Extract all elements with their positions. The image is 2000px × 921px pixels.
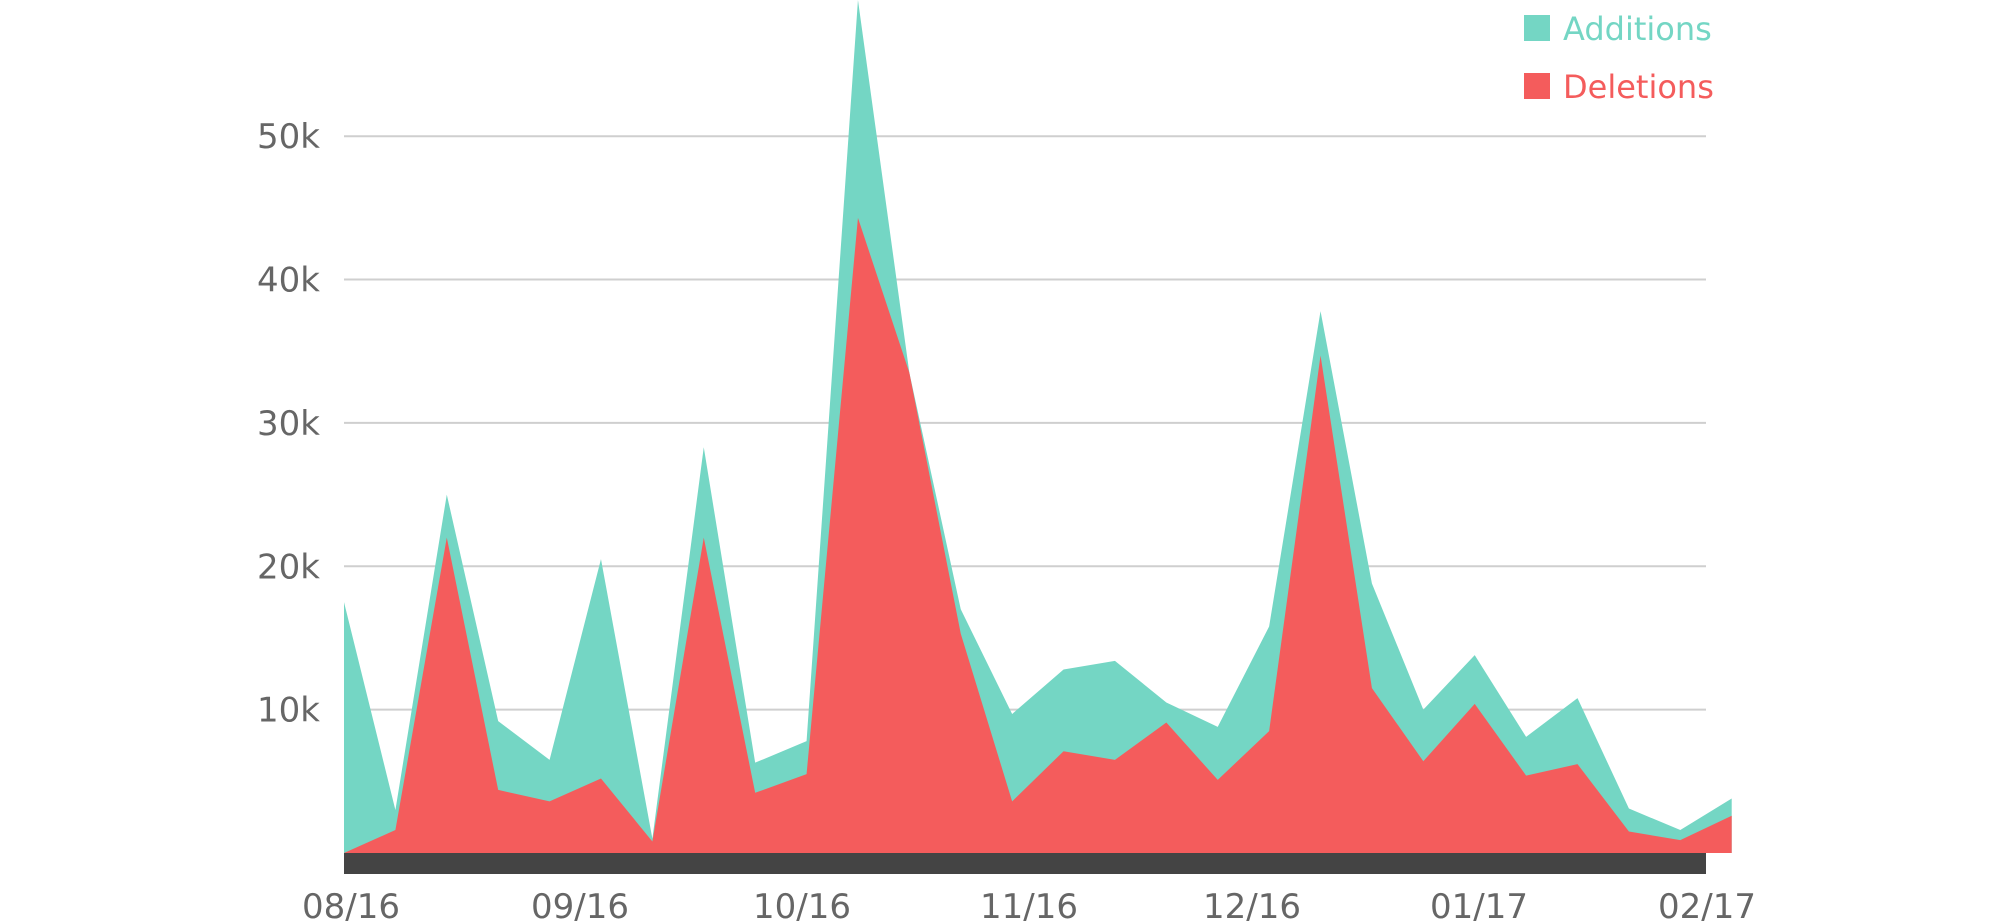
legend-swatch-additions <box>1524 15 1550 41</box>
x-axis-baseline <box>344 853 1706 874</box>
x-tick-label: 10/16 <box>753 887 851 921</box>
y-tick-label: 30k <box>257 404 320 444</box>
legend-label-deletions: Deletions <box>1563 68 1714 106</box>
y-tick-label: 10k <box>257 691 320 731</box>
x-tick-label: 01/17 <box>1430 887 1528 921</box>
area-series-deletions <box>344 217 1732 853</box>
x-tick-label: 09/16 <box>531 887 629 921</box>
y-tick-label: 50k <box>257 117 320 157</box>
x-tick-label: 11/16 <box>980 887 1078 921</box>
legend-swatch-deletions <box>1524 73 1550 99</box>
legend-label-additions: Additions <box>1563 10 1712 48</box>
x-tick-label: 12/16 <box>1203 887 1301 921</box>
y-tick-label: 20k <box>257 547 320 587</box>
y-tick-label: 40k <box>257 261 320 301</box>
x-tick-label: 08/16 <box>302 887 400 921</box>
x-tick-label: 02/17 <box>1658 887 1756 921</box>
area-series-additions <box>344 0 1732 853</box>
